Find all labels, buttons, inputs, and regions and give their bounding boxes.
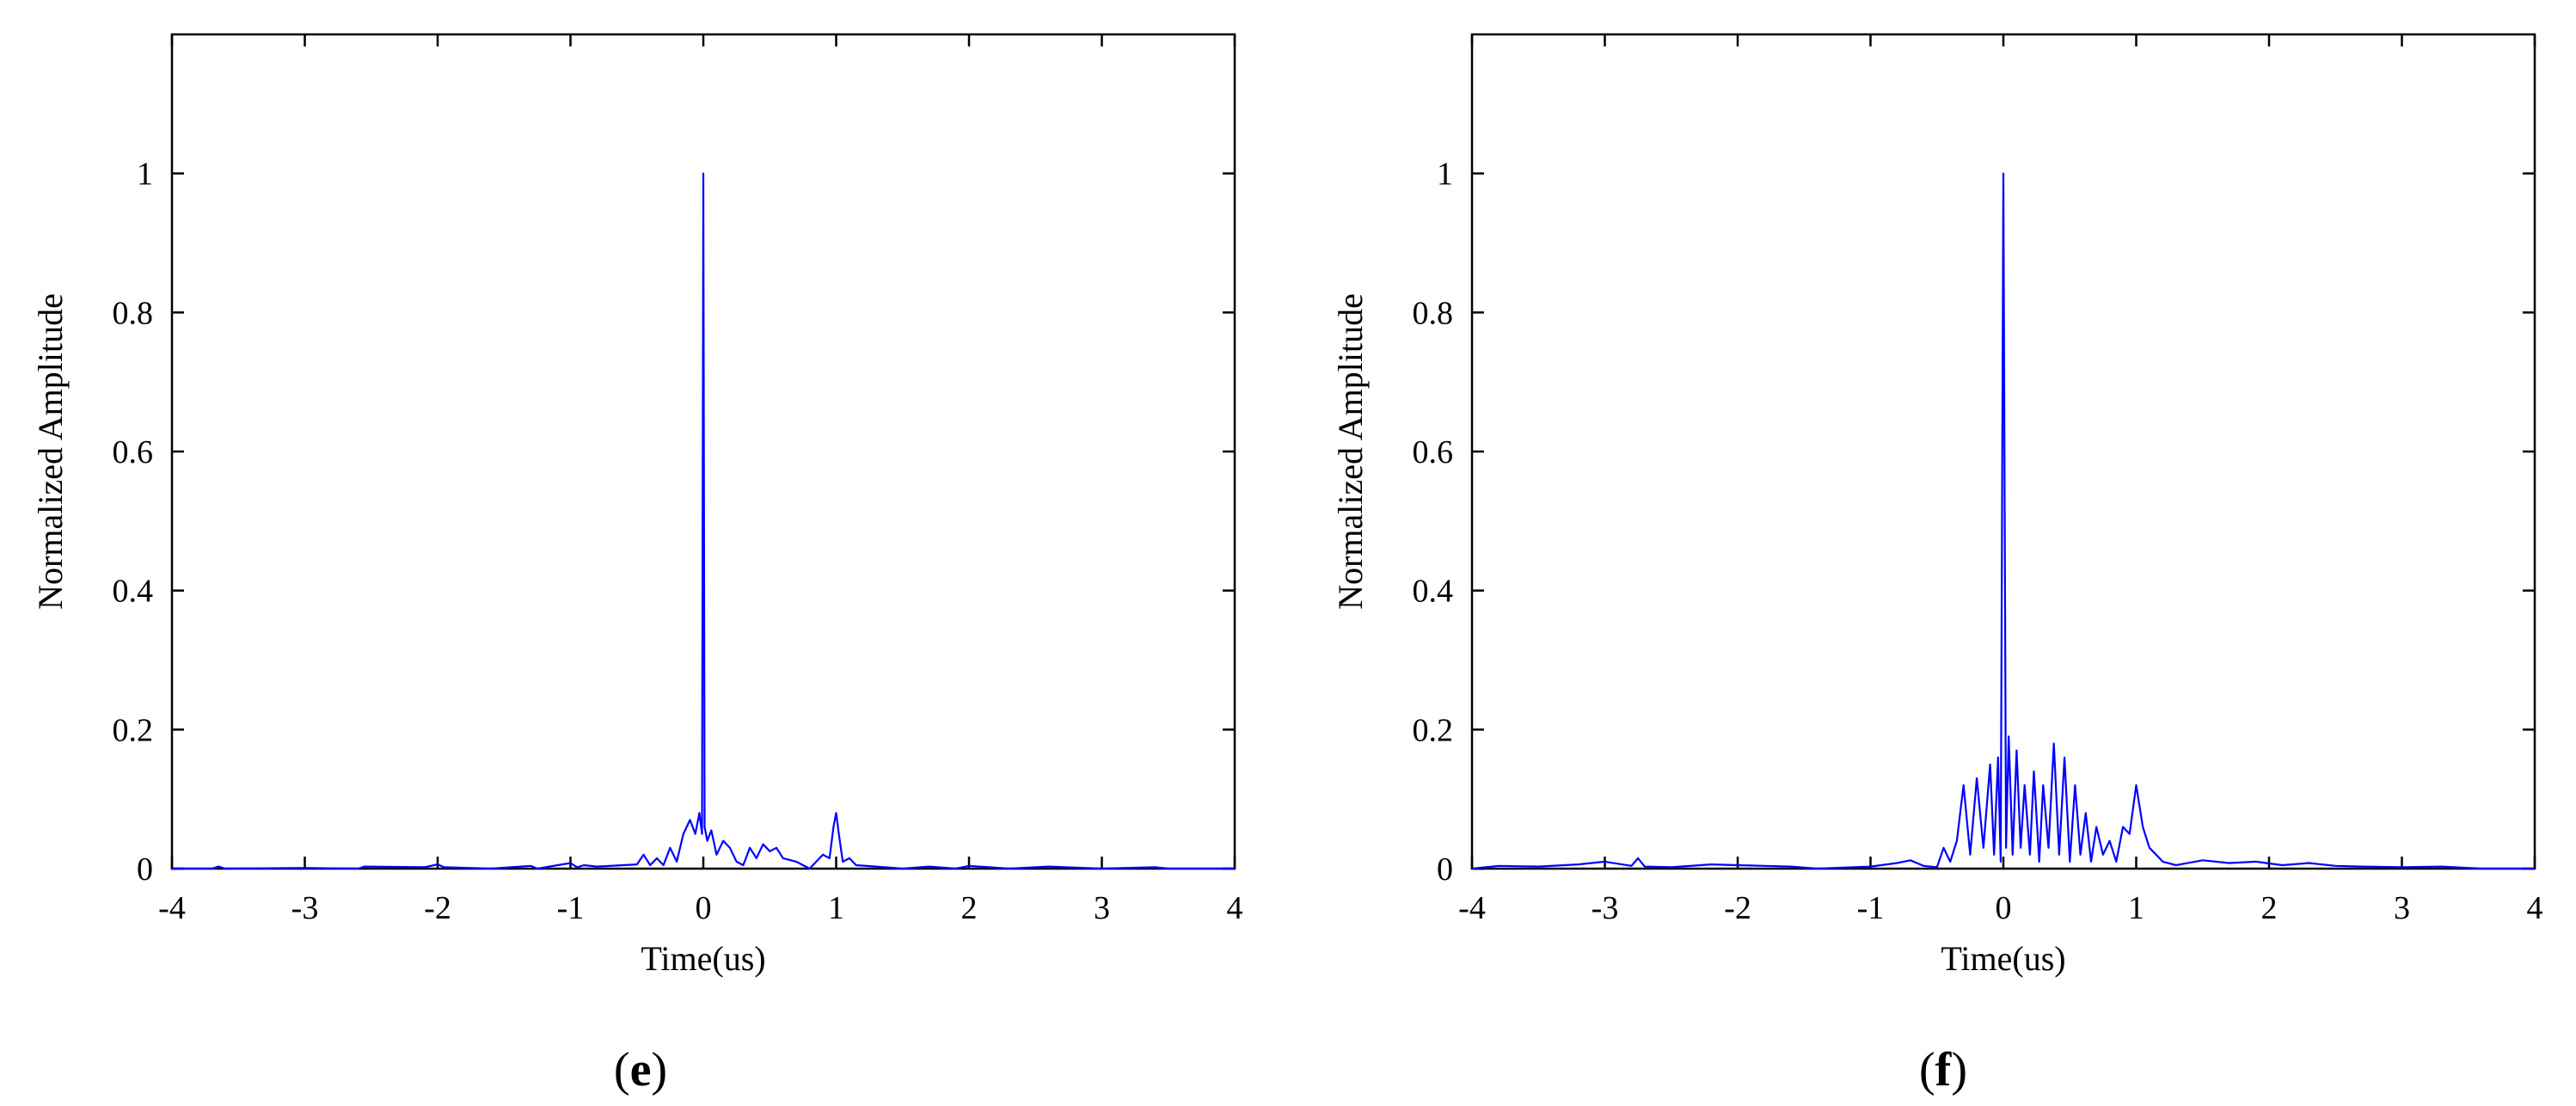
x-tick-label: 0: [1996, 890, 2012, 926]
y-tick-label: 0.8: [1413, 295, 1454, 331]
y-tick-label: 0: [137, 851, 153, 888]
series-line-0: [1471, 172, 2535, 870]
panel-label: (f): [1919, 1043, 1967, 1097]
series-line-0: [172, 172, 1235, 870]
x-tick-label: 3: [2394, 890, 2410, 926]
y-tick-label: 1: [1437, 157, 1453, 193]
x-axis-label: Time(us): [641, 939, 765, 978]
x-tick-label: 4: [2527, 890, 2543, 926]
y-tick-label: 0.6: [1413, 434, 1454, 470]
x-tick-label: 3: [1094, 890, 1110, 926]
chart-panel-f: -4 -3 -2 -1 0 1 2 3 4 0 0.2 0.4 0.6 0.8 1 Time(us) Norma…: [1331, 33, 2543, 1097]
y-tick-label: 0.2: [113, 712, 154, 748]
y-axis-label: Normalized Amplitude: [1331, 293, 1370, 610]
x-tick-label: 4: [1227, 890, 1243, 926]
x-tick-label: 0: [696, 890, 712, 926]
x-tick-label: -3: [291, 890, 319, 926]
x-axis-label: Time(us): [1941, 939, 2065, 978]
y-axis-label: Normalized Amplitude: [31, 293, 70, 610]
y-tick-label: 0.4: [1413, 574, 1454, 610]
chart-panel-e: -4 -3 -2 -1 0 1 2 3 4 0 0.2 0.4 0.6 0.8 1 Time(us) Norma…: [31, 33, 1243, 1097]
y-tick-label: 0: [1437, 851, 1453, 888]
x-tick-label: 2: [2261, 890, 2278, 926]
y-tick-label: 0.2: [1413, 712, 1454, 748]
x-tick-label: -1: [1857, 890, 1885, 926]
y-tick-label: 0.8: [113, 295, 154, 331]
x-tick-label: 1: [2128, 890, 2144, 926]
x-tick-label: -3: [1592, 890, 1619, 926]
x-tick-label: 2: [961, 890, 978, 926]
panel-label: (e): [614, 1043, 667, 1097]
x-tick-label: 1: [828, 890, 844, 926]
x-tick-label: -2: [424, 890, 451, 926]
x-tick-label: -1: [557, 890, 585, 926]
panel-letter: e: [630, 1043, 652, 1097]
y-tick-label: 0.4: [113, 574, 154, 610]
x-tick-label: -4: [158, 890, 186, 926]
x-tick-label: -2: [1724, 890, 1751, 926]
panel-letter: f: [1935, 1043, 1953, 1097]
plot-frame: [1470, 33, 2536, 870]
x-tick-label: -4: [1458, 890, 1486, 926]
y-tick-label: 1: [137, 157, 153, 193]
y-tick-label: 0.6: [113, 434, 154, 470]
